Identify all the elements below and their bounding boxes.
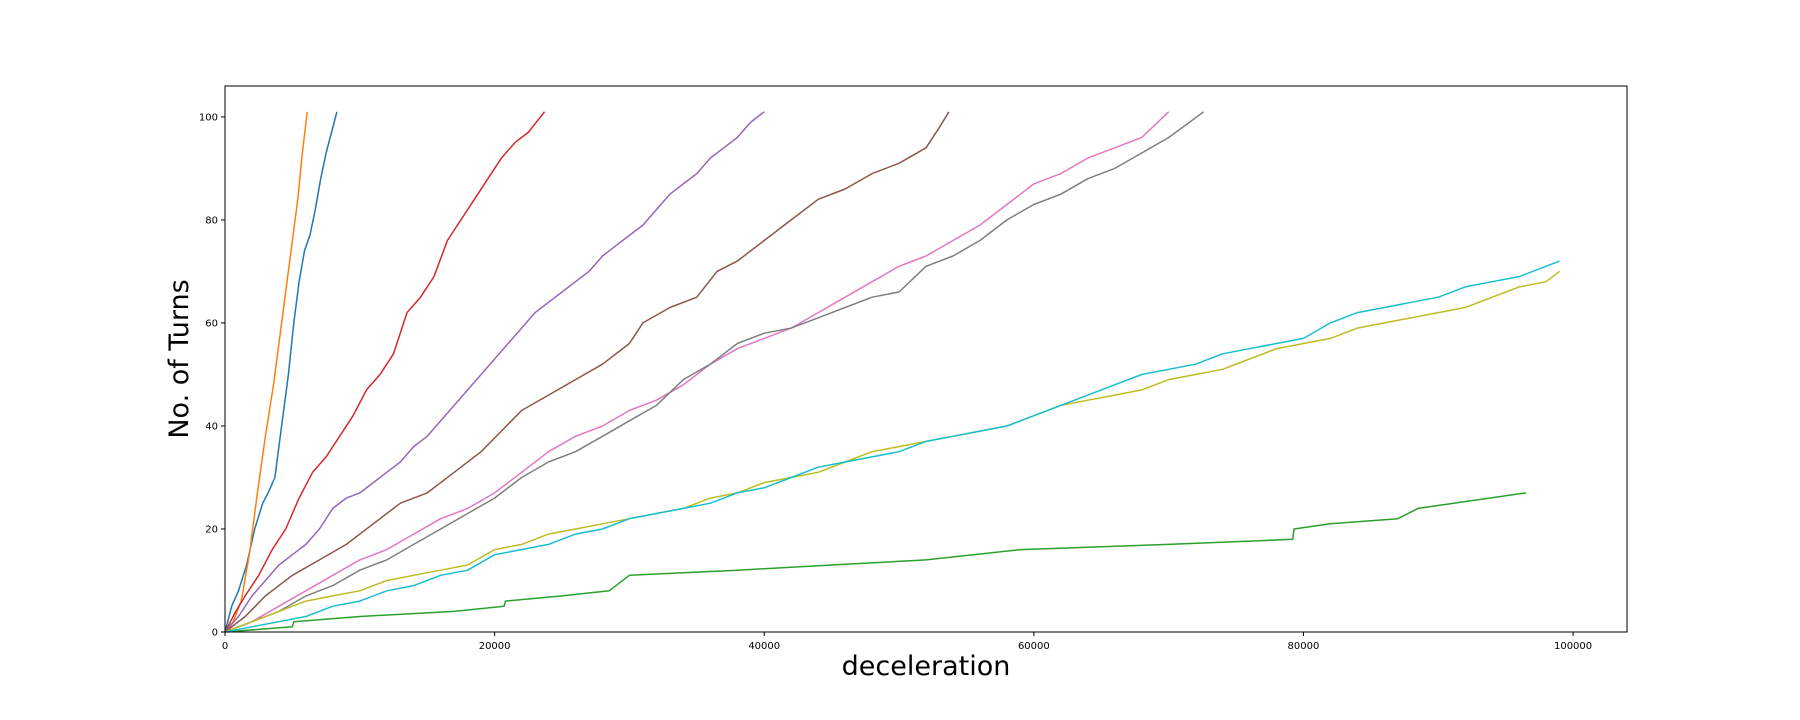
x-tick-label: 100000 bbox=[1554, 641, 1592, 652]
x-tick-label: 60000 bbox=[1018, 641, 1050, 652]
y-axis-title: No. of Turns bbox=[164, 279, 195, 438]
series-line-2 bbox=[224, 111, 308, 633]
x-tick-label: 40000 bbox=[748, 641, 780, 652]
plot-frame bbox=[224, 85, 1628, 633]
series-layer bbox=[224, 111, 1561, 633]
series-line-4 bbox=[224, 111, 546, 633]
series-line-8 bbox=[224, 111, 1205, 633]
x-tick-label: 80000 bbox=[1288, 641, 1320, 652]
series-line-7 bbox=[224, 111, 1170, 633]
x-tick-label: 20000 bbox=[479, 641, 511, 652]
series-line-1 bbox=[224, 111, 338, 633]
y-axis: 0 20 40 60 80 100 bbox=[199, 112, 225, 639]
x-axis-title: deceleration bbox=[842, 651, 1011, 682]
series-line-3 bbox=[224, 492, 1527, 633]
y-tick-label: 40 bbox=[205, 421, 218, 432]
series-line-10 bbox=[224, 260, 1560, 633]
series-line-9 bbox=[224, 270, 1561, 633]
y-tick-label: 60 bbox=[205, 318, 218, 329]
y-tick-label: 80 bbox=[205, 215, 218, 226]
y-tick-label: 100 bbox=[199, 112, 218, 123]
y-tick-label: 0 bbox=[212, 628, 218, 639]
series-line-5 bbox=[224, 111, 765, 633]
x-tick-label: 0 bbox=[222, 641, 228, 652]
y-tick-label: 20 bbox=[205, 524, 218, 535]
series-line-6 bbox=[224, 111, 950, 633]
x-axis: 0 20000 40000 60000 80000 100000 bbox=[222, 632, 1592, 652]
